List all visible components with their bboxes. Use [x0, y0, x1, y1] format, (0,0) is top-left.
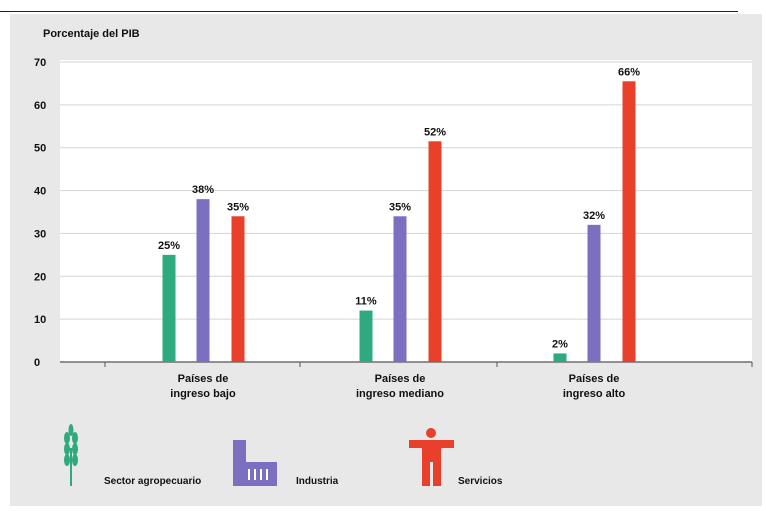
bar: [231, 216, 245, 362]
category-label: Países de: [569, 373, 620, 385]
y-tick-label: 50: [34, 143, 46, 155]
category-label: ingreso alto: [563, 388, 626, 400]
legend-label-sector-agropecuario: Sector agropecuario: [104, 476, 202, 487]
y-tick-label: 70: [34, 57, 46, 69]
bar-data-label: 35%: [227, 201, 249, 213]
bar: [359, 310, 373, 362]
y-tick-label: 40: [34, 186, 46, 198]
bar: [553, 353, 567, 362]
y-tick-label: 60: [34, 100, 46, 112]
bar-data-label: 35%: [389, 201, 411, 213]
y-axis-label: Porcentaje del PIB: [43, 28, 140, 40]
bar-data-label: 66%: [618, 66, 640, 78]
bar: [393, 216, 407, 362]
bar-data-label: 11%: [355, 296, 377, 308]
y-tick-label: 20: [34, 271, 46, 283]
y-tick-label: 0: [34, 357, 40, 369]
bar-data-label: 25%: [158, 240, 180, 252]
category-label: Países de: [178, 373, 229, 385]
bar: [622, 81, 636, 363]
factory-icon: [233, 440, 277, 486]
wheat-icon: [64, 424, 78, 486]
category-label: ingreso bajo: [170, 388, 236, 400]
bar: [587, 224, 601, 362]
bar-data-label: 32%: [583, 210, 605, 222]
legend-label-industria: Industria: [296, 476, 339, 487]
bar: [196, 199, 210, 362]
y-tick-label: 10: [34, 314, 46, 326]
bar: [162, 254, 176, 362]
top-rule: [0, 11, 738, 12]
bar-data-label: 2%: [552, 338, 568, 350]
person-icon: [409, 428, 454, 486]
y-tick-label: 30: [34, 228, 46, 240]
bar-data-label: 52%: [424, 126, 446, 138]
bar: [428, 141, 442, 362]
category-label: Países de: [375, 373, 426, 385]
bar-data-label: 38%: [192, 184, 214, 196]
category-label: ingreso mediano: [356, 388, 444, 400]
legend-label-servicios: Servicios: [458, 476, 503, 487]
